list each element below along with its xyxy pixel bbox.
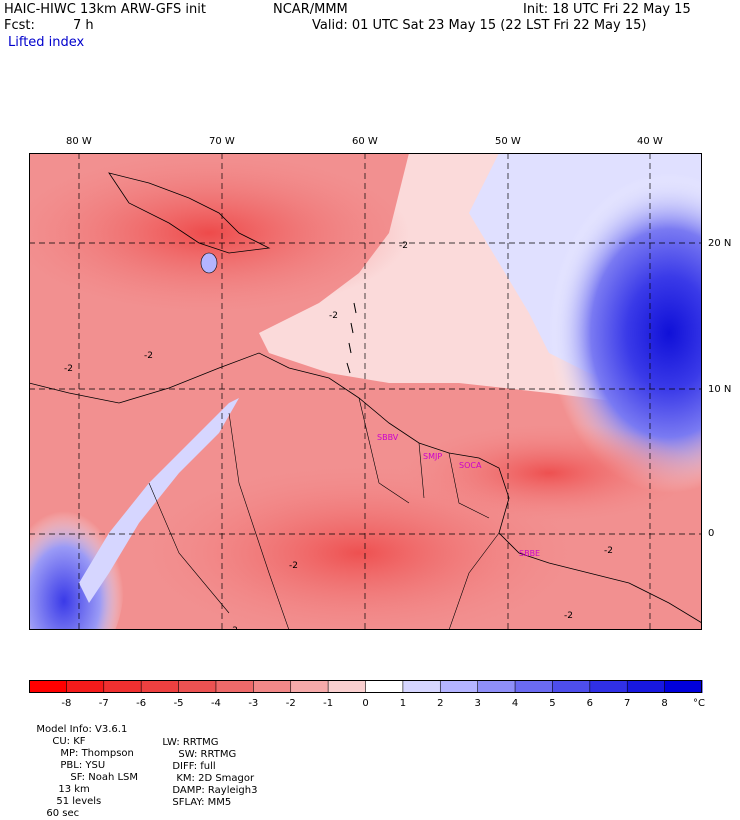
- valid-time: Valid: 01 UTC Sat 23 May 15 (22 LST Fri …: [312, 18, 647, 33]
- colorbar-tick-label: 2: [437, 698, 443, 709]
- colorbar-unit: °C: [693, 698, 705, 709]
- info-levels: 51 levels: [56, 796, 102, 807]
- lon-label-50w: 50 W: [495, 136, 521, 147]
- colorbar-tick-label: -3: [248, 698, 258, 709]
- model-title: HAIC-HIWC 13km ARW-GFS init: [4, 2, 206, 17]
- contour-label: -2: [604, 546, 613, 556]
- info-version: Model Info: V3.6.1: [36, 724, 128, 735]
- colorbar-tick-label: -2: [286, 698, 296, 709]
- colorbar-tick-label: 1: [400, 698, 406, 709]
- colorbar-swatch: [103, 680, 142, 693]
- org-label: NCAR/MMM: [273, 2, 348, 17]
- station-soca: SOCA: [459, 461, 482, 470]
- colorbar-tick-label: -5: [174, 698, 184, 709]
- model-info-line2: LW: RRTMG SW: RRTMG DIFF: full KM: 2D Sm…: [156, 725, 257, 809]
- colorbar-tick-label: 7: [624, 698, 630, 709]
- colorbar-tick-label: 5: [549, 698, 555, 709]
- colorbar-swatch: [290, 680, 329, 693]
- grid-lines: [29, 153, 702, 630]
- colorbar-tick-label: 0: [362, 698, 368, 709]
- colorbar-swatch: [215, 680, 254, 693]
- colorbar-swatch: [627, 680, 666, 693]
- contour-label: -2: [229, 626, 238, 630]
- colorbar-tick-label: 3: [474, 698, 480, 709]
- info-diff: DIFF: full: [172, 761, 216, 772]
- colorbar-swatch: [402, 680, 441, 693]
- unstable-caribbean: [29, 153, 409, 313]
- lesser-antilles: [346, 302, 357, 374]
- colorbar-tick-label: -4: [211, 698, 221, 709]
- field-name: Lifted index: [8, 35, 85, 50]
- info-timestep: 60 sec: [46, 808, 80, 819]
- info-sw: SW: RRTMG: [178, 749, 237, 760]
- colorbar-swatch: [440, 680, 479, 693]
- model-info-line1: Model Info: V3.6.1 CU: KF MP: Thompson P…: [30, 712, 138, 820]
- colorbar-swatch: [552, 680, 591, 693]
- colorbar-tick-label: 4: [512, 698, 518, 709]
- lon-label-80w: 80 W: [66, 136, 92, 147]
- colorbar-swatch: [664, 680, 703, 693]
- colorbar-tick-label: -7: [99, 698, 109, 709]
- stable-sw: [29, 493, 124, 630]
- lon-label-40w: 40 W: [637, 136, 663, 147]
- colorbar-tick-label: 8: [661, 698, 667, 709]
- lon-label-70w: 70 W: [209, 136, 235, 147]
- island-outline: [108, 172, 271, 254]
- forecast-hour: 7 h: [73, 18, 94, 33]
- andes-strip: [79, 398, 239, 603]
- borders: [148, 397, 500, 630]
- contour-label: -2: [329, 311, 338, 321]
- colorbar-swatch: [328, 680, 366, 693]
- stable-core: [549, 173, 702, 493]
- forecast-label: Fcst:: [4, 18, 35, 33]
- colorbar-tick-label: -8: [61, 698, 71, 709]
- colorbar-swatch: [365, 680, 404, 693]
- colorbar-swatch: [589, 680, 628, 693]
- info-km: KM: 2D Smagor: [176, 773, 255, 784]
- colorbar-swatch: [253, 680, 292, 693]
- lifted-index-map[interactable]: -2 -2 -2 -2 -2 -2 -2 -2 SBBV SMJP SOCA S…: [29, 153, 702, 630]
- station-sbbv: SBBV: [377, 433, 399, 442]
- info-mp: MP: Thompson: [60, 748, 134, 759]
- colorbar-swatch: [178, 680, 217, 693]
- colorbar-swatch: [477, 680, 516, 693]
- colorbar-swatch: [141, 680, 180, 693]
- coastline: [29, 352, 702, 624]
- contour-label: -2: [144, 351, 153, 361]
- station-sbbe: SBBE: [519, 549, 540, 558]
- contour-label: -2: [64, 364, 73, 374]
- contour-label: -2: [289, 561, 298, 571]
- colorbar-swatch: [515, 680, 553, 693]
- colorbar: -8 -7 -6 -5 -4 -3 -2 -1 0 1 2 3 4 5 6 7 8 °C: [29, 680, 705, 709]
- contour-label: -2: [564, 611, 573, 621]
- map-frame: [29, 153, 702, 630]
- init-time: Init: 18 UTC Fri 22 May 15: [523, 2, 691, 17]
- lat-label-20n: 20 N: [708, 238, 732, 249]
- colorbar-tick-label: 6: [587, 698, 593, 709]
- info-sf: SF: Noah LSM: [70, 772, 139, 783]
- lon-label-60w: 60 W: [352, 136, 378, 147]
- lat-label-10n: 10 N: [708, 384, 732, 395]
- info-sflay: SFLAY: MM5: [172, 797, 232, 808]
- station-smjp: SMJP: [423, 452, 442, 461]
- colorbar-tick-label: -6: [136, 698, 146, 709]
- contour-label: -2: [399, 241, 408, 251]
- info-damp: DAMP: Rayleigh3: [172, 785, 258, 796]
- lake-patch: [200, 252, 218, 274]
- info-cu: CU: KF: [52, 736, 86, 747]
- colorbar-tick-label: -1: [323, 698, 333, 709]
- lat-label-0: 0: [708, 528, 715, 539]
- info-lw: LW: RRTMG: [162, 737, 219, 748]
- info-res: 13 km: [58, 784, 90, 795]
- unstable-guiana: [399, 423, 699, 523]
- colorbar-swatch: [29, 680, 67, 693]
- colorbar-swatch: [66, 680, 105, 693]
- info-pbl: PBL: YSU: [60, 760, 106, 771]
